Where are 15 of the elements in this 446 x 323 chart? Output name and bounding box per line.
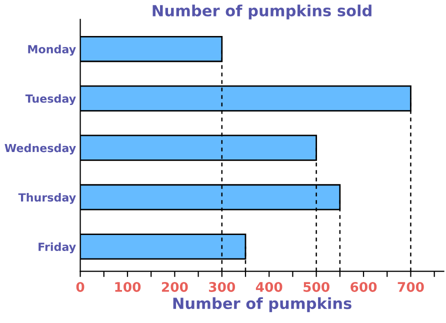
y-tick-label: Thursday	[18, 193, 76, 204]
x-tick-label: 0	[76, 282, 84, 292]
x-tick-label: 100	[115, 282, 141, 292]
y-tick-label: Tuesday	[25, 94, 76, 106]
chart-title: Number of pumpkins sold	[152, 4, 372, 20]
x-axis-title: Number of pumpkins	[173, 297, 352, 312]
y-tick-label: Wednesday	[4, 144, 76, 154]
x-tick-label: 200	[162, 282, 188, 292]
x-tick-label: 600	[350, 282, 377, 292]
y-tick-label: Friday	[38, 242, 76, 254]
x-tick-label: 500	[304, 282, 330, 292]
y-tick-label: Monday	[28, 44, 76, 56]
x-tick-label: 400	[256, 282, 282, 292]
x-tick-label: 300	[209, 282, 236, 292]
x-tick-label: 700	[398, 282, 424, 292]
